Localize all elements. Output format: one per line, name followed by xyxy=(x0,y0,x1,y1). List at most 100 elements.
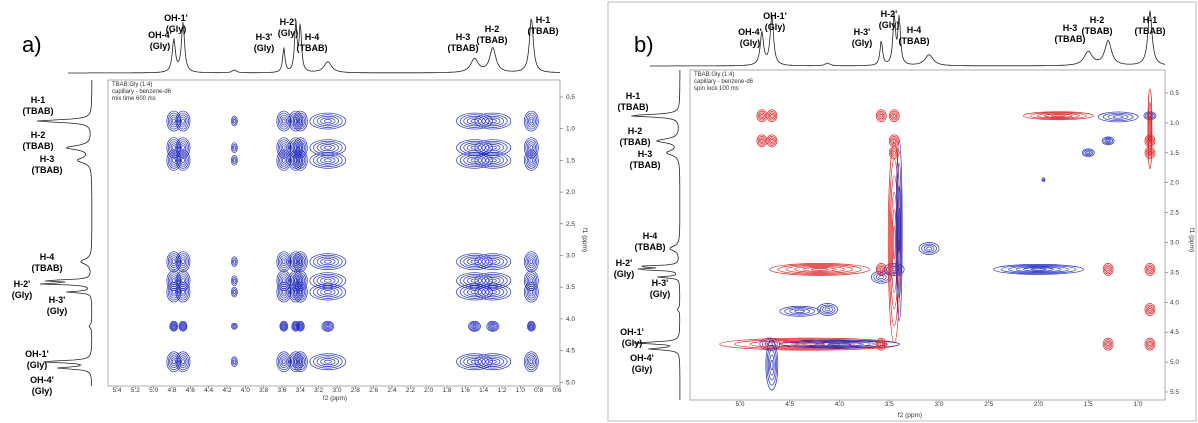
contour xyxy=(175,351,191,373)
contour xyxy=(784,307,816,316)
contour xyxy=(918,242,940,255)
y-tick-label: 4.0 xyxy=(566,316,575,323)
contour xyxy=(530,324,533,328)
contour xyxy=(170,357,177,367)
x-tick-label: 5.2 xyxy=(131,387,140,394)
contour xyxy=(288,149,304,171)
contour xyxy=(232,119,236,124)
peak-label: H-2' xyxy=(881,9,898,19)
contour xyxy=(280,321,288,331)
x-tick-label: 4.6 xyxy=(186,387,195,394)
x-tick-label: 1.8 xyxy=(442,387,451,394)
contour xyxy=(802,267,837,272)
contour xyxy=(877,110,886,121)
y-tick-label: 5.0 xyxy=(566,379,575,386)
peak-label: H-2' xyxy=(280,17,297,27)
contour xyxy=(819,304,836,315)
contour xyxy=(175,137,191,159)
x-tick-label: 3.5 xyxy=(885,401,894,408)
x-tick-label: 5.4 xyxy=(112,387,121,394)
contour xyxy=(175,270,191,292)
spectrum-info: mix time 600 ms xyxy=(112,96,156,102)
contour xyxy=(276,110,292,132)
contour xyxy=(878,340,885,348)
x-tick-label: 4.2 xyxy=(222,387,231,394)
contour xyxy=(172,118,176,124)
contour xyxy=(167,253,180,271)
peak-label: OH-1' xyxy=(164,13,188,23)
contour xyxy=(923,245,935,252)
contour xyxy=(309,151,347,169)
contour xyxy=(488,145,497,150)
contour xyxy=(794,342,826,346)
contour xyxy=(323,259,332,264)
contour xyxy=(298,259,303,265)
contour xyxy=(177,353,189,371)
contour xyxy=(177,151,189,169)
contour xyxy=(299,324,302,328)
contour xyxy=(529,259,534,265)
contour xyxy=(169,114,179,128)
contour xyxy=(316,256,339,267)
contour xyxy=(785,265,854,274)
contour xyxy=(277,272,290,290)
x-tick-label: 3.2 xyxy=(314,387,323,394)
contour xyxy=(526,141,536,155)
contour xyxy=(291,141,301,155)
x-tick-label: 0.8 xyxy=(534,387,543,394)
y-tick-label: 1.5 xyxy=(1170,150,1179,157)
peak-label-group: (Gly) xyxy=(879,20,900,30)
y-tick-label: 1.0 xyxy=(566,126,575,133)
contour xyxy=(325,323,331,329)
y-tick-label: 1.0 xyxy=(1170,120,1179,127)
x-tick-label: 4.0 xyxy=(835,401,844,408)
contour xyxy=(1145,112,1155,120)
y-tick-label: 5.0 xyxy=(1170,359,1179,366)
contour xyxy=(766,344,777,386)
x-tick-label: 3.8 xyxy=(259,387,268,394)
spectrum-info: TBAB:Gly (1:4) xyxy=(694,72,734,78)
contour xyxy=(528,143,535,153)
panel: a) OH-4'(Gly)OH-1'(Gly)H-3'(Gly)H-2'(Gly)… xyxy=(12,13,588,402)
contour xyxy=(175,251,191,273)
contour xyxy=(1145,339,1155,350)
contour xyxy=(280,155,287,165)
contour xyxy=(891,112,898,120)
contour xyxy=(1147,340,1153,348)
contour xyxy=(1147,306,1153,313)
contour xyxy=(474,151,512,169)
contour xyxy=(892,150,896,155)
contour xyxy=(298,289,303,295)
contour xyxy=(523,137,539,159)
contour xyxy=(523,270,539,292)
contour xyxy=(177,139,189,157)
peak-label-group: (Gly) xyxy=(614,269,635,279)
contour xyxy=(277,112,290,130)
contour xyxy=(298,323,303,329)
contour xyxy=(523,149,539,171)
peak-label-group: (TBAB) xyxy=(297,43,328,53)
contour xyxy=(170,287,177,297)
contour xyxy=(528,276,535,286)
peak-label: H-3 xyxy=(456,32,471,42)
contour xyxy=(279,114,289,128)
contour xyxy=(1145,304,1155,315)
contour xyxy=(172,145,176,151)
contour xyxy=(323,158,332,163)
contour xyxy=(181,157,185,163)
contour xyxy=(231,358,237,366)
contour xyxy=(282,118,286,124)
contour xyxy=(1102,263,1114,276)
peak-label-group: (TBAB) xyxy=(23,106,54,116)
peak-label-group: (TBAB) xyxy=(1135,26,1166,36)
contour xyxy=(292,149,308,171)
contour xyxy=(169,320,179,332)
y-tick-label: 4.0 xyxy=(1170,299,1179,306)
peak-label: H-2' xyxy=(616,258,633,268)
contour xyxy=(1086,151,1091,155)
contour xyxy=(323,359,332,364)
peak-label: H-1 xyxy=(31,95,46,105)
contour xyxy=(323,290,332,295)
peak-label-group: (TBAB) xyxy=(23,141,54,151)
